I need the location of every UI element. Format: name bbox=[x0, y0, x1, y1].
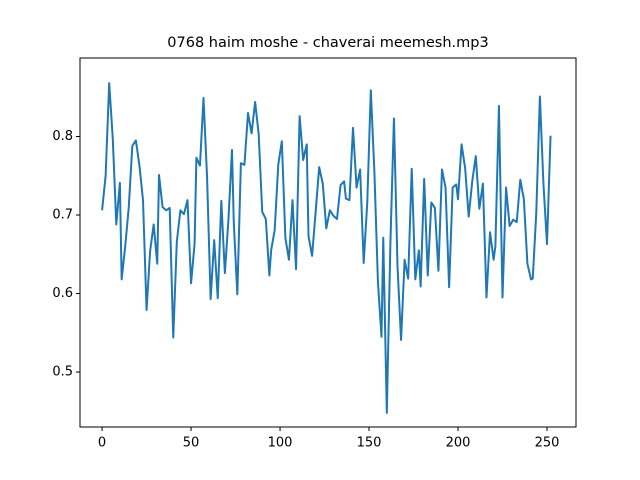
x-tick-label: 0 bbox=[98, 436, 106, 451]
x-tick-label: 250 bbox=[535, 436, 560, 451]
plot-frame bbox=[79, 57, 577, 428]
x-tick-label: 100 bbox=[268, 436, 293, 451]
y-tick-label: 0.8 bbox=[52, 129, 73, 144]
y-tick-label: 0.7 bbox=[52, 208, 73, 223]
x-tick-label: 200 bbox=[446, 436, 471, 451]
data-line bbox=[101, 82, 552, 414]
x-tick-label: 150 bbox=[357, 436, 382, 451]
chart-title: 0768 haim moshe - chaverai meemesh.mp3 bbox=[167, 35, 488, 51]
y-tick-label: 0.5 bbox=[52, 365, 73, 380]
x-tick-label: 50 bbox=[183, 436, 200, 451]
y-tick-label: 0.6 bbox=[52, 286, 73, 301]
